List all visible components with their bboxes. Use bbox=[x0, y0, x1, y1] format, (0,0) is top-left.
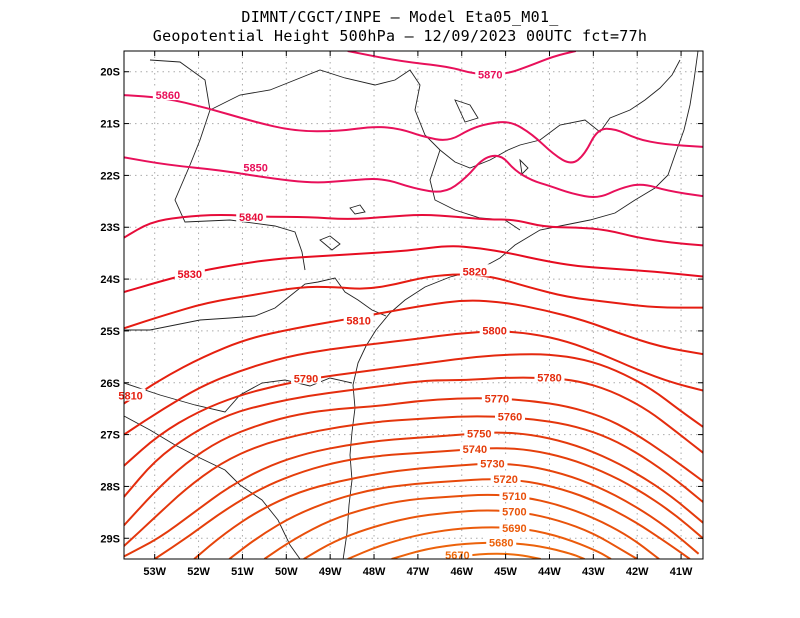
geopotential-contours bbox=[124, 51, 703, 559]
contour-label-background bbox=[174, 266, 205, 279]
contour-label-background bbox=[152, 88, 183, 101]
lon-tick-label: 53W bbox=[143, 566, 166, 578]
lon-tick-label: 50W bbox=[275, 566, 298, 578]
contour-label-background bbox=[499, 520, 530, 533]
contour-line-5830 bbox=[124, 245, 703, 293]
coastline-borders bbox=[124, 51, 699, 559]
contour-label-5850: 5850 bbox=[243, 163, 267, 175]
contour-line-5860 bbox=[124, 94, 703, 164]
contour-label-5800: 5800 bbox=[482, 325, 506, 337]
contour-line-5800 bbox=[124, 330, 703, 436]
contour-label-5670: 5670 bbox=[445, 550, 469, 562]
lat-tick-label: 25S bbox=[100, 326, 120, 338]
axes: 53W 52W 51W 50W 49W 48W 47W 46W 45W 44W 43W 42W 41W 2… bbox=[100, 51, 703, 578]
contour-label-5860: 5860 bbox=[156, 90, 180, 102]
contour-label-background bbox=[236, 209, 267, 222]
contour-label-5820: 5820 bbox=[463, 266, 487, 278]
contour-label-background bbox=[442, 547, 473, 560]
contour-line-5810 bbox=[124, 299, 703, 405]
contour-label-5750: 5750 bbox=[467, 429, 491, 441]
contour-line-5700 bbox=[303, 509, 638, 559]
map-title-line-2: Geopotential Height 500hPa – 12/09/2023 … bbox=[152, 27, 648, 45]
gridlines bbox=[124, 51, 703, 559]
lat-tick-label: 29S bbox=[100, 533, 120, 545]
contour-label-background bbox=[477, 456, 508, 469]
lon-tick-label: 45W bbox=[494, 566, 517, 578]
contour-label-5720: 5720 bbox=[493, 474, 517, 486]
contour-label-background bbox=[459, 442, 490, 455]
lat-tick-label: 21S bbox=[100, 119, 120, 131]
contour-line-5680 bbox=[391, 541, 585, 559]
contour-label-background bbox=[481, 391, 512, 404]
contour-label-background bbox=[464, 426, 495, 439]
contour-label-5730: 5730 bbox=[480, 459, 504, 471]
lat-tick-label: 23S bbox=[100, 222, 120, 234]
contour-label-background bbox=[291, 371, 322, 384]
contour-line-5780 bbox=[124, 376, 703, 498]
contour-label-5840: 5840 bbox=[239, 212, 263, 224]
contour-line-5820 bbox=[124, 273, 703, 330]
contour-label-background bbox=[343, 313, 374, 326]
lat-tick-label: 26S bbox=[100, 378, 120, 390]
contour-line-5840 bbox=[124, 213, 703, 247]
contour-label-5740: 5740 bbox=[463, 444, 487, 456]
lon-tick-label: 46W bbox=[450, 566, 473, 578]
map-title-line-1: DIMNT/CGCT/INPE – Model Eta05_M01_ bbox=[241, 8, 559, 26]
contour-label-5810: 5810 bbox=[118, 391, 142, 403]
contour-label-5760: 5760 bbox=[498, 411, 522, 423]
lat-tick-label: 27S bbox=[100, 430, 120, 442]
lon-tick-label: 47W bbox=[407, 566, 430, 578]
contour-label-background bbox=[459, 264, 490, 277]
contour-label-background bbox=[499, 488, 530, 501]
contour-line-5750 bbox=[124, 431, 703, 558]
lon-tick-label: 44W bbox=[538, 566, 561, 578]
contour-line-5690 bbox=[347, 526, 612, 559]
contour-line-5720 bbox=[228, 478, 691, 559]
lat-tick-label: 28S bbox=[100, 481, 120, 493]
contour-line-5740 bbox=[154, 447, 703, 559]
contour-label-5680: 5680 bbox=[489, 537, 513, 549]
contour-label-background bbox=[475, 67, 506, 80]
contour-label-5810: 5810 bbox=[346, 316, 370, 328]
contour-line-5770 bbox=[124, 397, 703, 526]
lon-tick-label: 49W bbox=[319, 566, 342, 578]
contour-label-5870: 5870 bbox=[478, 69, 502, 81]
lon-tick-label: 51W bbox=[231, 566, 254, 578]
contour-label-5710: 5710 bbox=[502, 491, 526, 503]
map-frame bbox=[123, 50, 704, 560]
contour-line-5850 bbox=[124, 154, 703, 198]
lon-tick-label: 48W bbox=[363, 566, 386, 578]
contour-line-5710 bbox=[263, 493, 660, 559]
lon-tick-label: 42W bbox=[626, 566, 649, 578]
contour-label-background bbox=[486, 535, 517, 548]
contour-label-5700: 5700 bbox=[502, 506, 526, 518]
contour-line-5760 bbox=[124, 415, 703, 547]
contour-label-background bbox=[534, 370, 565, 383]
contour-label-background bbox=[115, 388, 146, 401]
contour-line-5730 bbox=[193, 462, 700, 559]
lat-tick-label: 20S bbox=[100, 67, 120, 79]
contour-label-background bbox=[490, 472, 521, 485]
lon-tick-label: 41W bbox=[670, 566, 693, 578]
contour-label-background bbox=[495, 409, 525, 422]
contour-label-5830: 5830 bbox=[178, 269, 202, 281]
contour-label-5770: 5770 bbox=[485, 393, 509, 405]
contour-line-5790 bbox=[124, 353, 703, 467]
contour-label-background bbox=[499, 504, 530, 517]
lat-tick-label: 24S bbox=[100, 274, 120, 286]
lon-tick-label: 43W bbox=[582, 566, 605, 578]
contour-label-5790: 5790 bbox=[294, 374, 318, 386]
contour-label-5690: 5690 bbox=[502, 523, 526, 535]
lon-tick-label: 52W bbox=[187, 566, 210, 578]
contour-label-5780: 5780 bbox=[537, 373, 561, 385]
contour-labels: 5870 5860 5850 5840 5830 5820 5810 5800 5790 5780… bbox=[115, 67, 565, 562]
contour-label-background bbox=[240, 160, 271, 173]
contour-label-background bbox=[479, 323, 510, 336]
lat-tick-label: 22S bbox=[100, 170, 120, 182]
